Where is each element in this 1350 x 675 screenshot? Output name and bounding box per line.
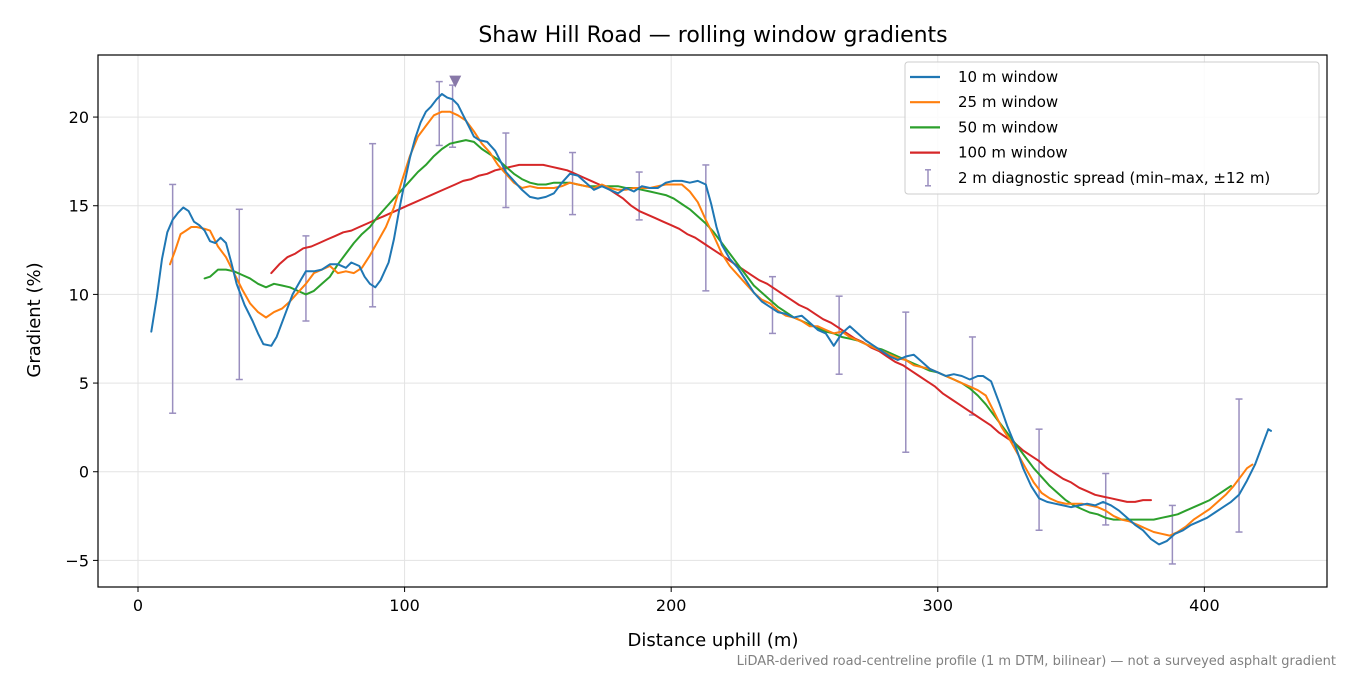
legend-entry: 2 m diagnostic spread (min–max, ±12 m) xyxy=(925,169,1270,187)
x-axis-ticks: 0 100 200 300 400 xyxy=(133,587,1220,615)
x-tick-label: 100 xyxy=(389,596,420,615)
legend-label: 2 m diagnostic spread (min–max, ±12 m) xyxy=(958,169,1270,187)
spread-errorbar xyxy=(302,235,310,322)
chart-title: Shaw Hill Road — rolling window gradient… xyxy=(478,23,947,48)
series-line-10-m-window xyxy=(150,93,1272,546)
legend-entry: 25 m window xyxy=(910,93,1058,111)
spread-errorbar xyxy=(1235,398,1243,533)
legend: 10 m window 25 m window 50 m window 100 m w… xyxy=(904,61,1320,195)
x-axis-label: Distance uphill (m) xyxy=(628,630,799,651)
x-tick-label: 0 xyxy=(133,596,143,615)
spread-errorbar xyxy=(369,142,377,308)
legend-label: 10 m window xyxy=(958,68,1058,86)
y-tick-label: 10 xyxy=(69,285,89,304)
series-lines xyxy=(150,93,1272,546)
series-line-25-m-window xyxy=(169,110,1254,537)
series-line-50-m-window xyxy=(203,139,1232,521)
spread-errorbar xyxy=(1035,428,1043,532)
y-tick-label: 15 xyxy=(69,197,89,216)
spread-errorbar xyxy=(902,311,910,453)
peak-marker-triangle xyxy=(449,75,462,88)
y-axis-label: Gradient (%) xyxy=(24,262,45,377)
spread-errorbar xyxy=(169,183,177,414)
legend-label: 100 m window xyxy=(958,144,1068,162)
legend-label: 50 m window xyxy=(958,118,1058,136)
footnote: LiDAR-derived road-centreline profile (1… xyxy=(737,654,1336,669)
legend-box xyxy=(904,61,1320,195)
peak-marker xyxy=(449,75,462,88)
series-line-100-m-window xyxy=(270,163,1152,503)
y-axis-ticks: −5 0 5 10 15 20 xyxy=(65,108,98,570)
spread-errorbars xyxy=(169,80,1243,565)
spread-errorbar xyxy=(1102,472,1110,526)
y-tick-label: −5 xyxy=(65,551,89,570)
spread-errorbar xyxy=(235,208,243,381)
plot-frame xyxy=(97,54,1328,588)
y-tick-label: 20 xyxy=(69,108,89,127)
legend-label: 25 m window xyxy=(958,93,1058,111)
legend-entry: 10 m window xyxy=(910,68,1058,86)
x-tick-label: 300 xyxy=(922,596,953,615)
legend-entry: 100 m window xyxy=(910,144,1068,162)
legend-entry: 50 m window xyxy=(910,118,1058,136)
x-tick-label: 200 xyxy=(656,596,687,615)
x-tick-label: 400 xyxy=(1189,596,1220,615)
y-tick-label: 0 xyxy=(79,463,89,482)
y-tick-label: 5 xyxy=(79,374,89,393)
